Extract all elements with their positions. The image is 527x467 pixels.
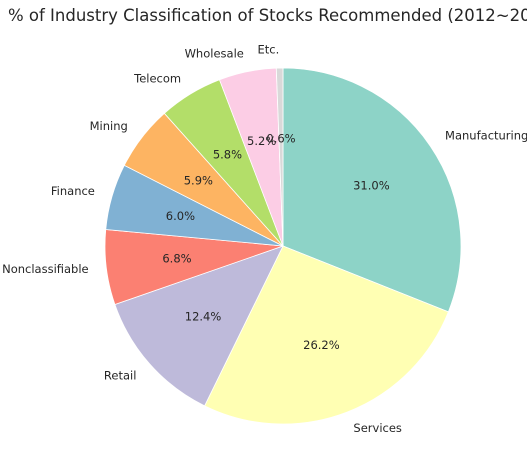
slice-label-manufacturing: Manufacturing (445, 129, 527, 143)
slice-label-mining: Mining (90, 119, 128, 133)
slice-label-wholesale: Wholesale (185, 47, 244, 61)
slice-label-services: Services (353, 421, 402, 435)
pie-slice-etc (275, 67, 284, 247)
slice-label-finance: Finance (51, 184, 95, 198)
slice-percent-retail: 12.4% (185, 309, 222, 323)
slice-percent-finance: 6.0% (166, 209, 195, 223)
slice-percent-telecom: 5.8% (213, 147, 242, 161)
pie-labels: Manufacturing 31.0% Services 26.2% Retail 12.… (2, 43, 527, 435)
slice-label-etc: Etc. (258, 43, 280, 57)
slice-label-retail: Retail (104, 368, 137, 382)
slice-percent-etc: 0.6% (266, 132, 295, 146)
slice-label-telecom: Telecom (133, 71, 181, 85)
slice-percent-manufacturing: 31.0% (353, 179, 390, 193)
pie-slices (104, 67, 462, 425)
pie-slice-retail (114, 245, 284, 407)
chart-title: % of Industry Classification of Stocks R… (8, 6, 527, 25)
slice-label-nonclassifiable: Nonclassifiable (2, 262, 89, 276)
slice-percent-nonclassifiable: 6.8% (162, 251, 191, 265)
slice-percent-wholesale: 5.2% (247, 134, 276, 148)
slice-percent-mining: 5.9% (184, 173, 213, 187)
pie-slice-services (204, 245, 449, 425)
slice-percent-services: 26.2% (303, 338, 340, 352)
pie-slice-manufacturing (282, 67, 462, 313)
